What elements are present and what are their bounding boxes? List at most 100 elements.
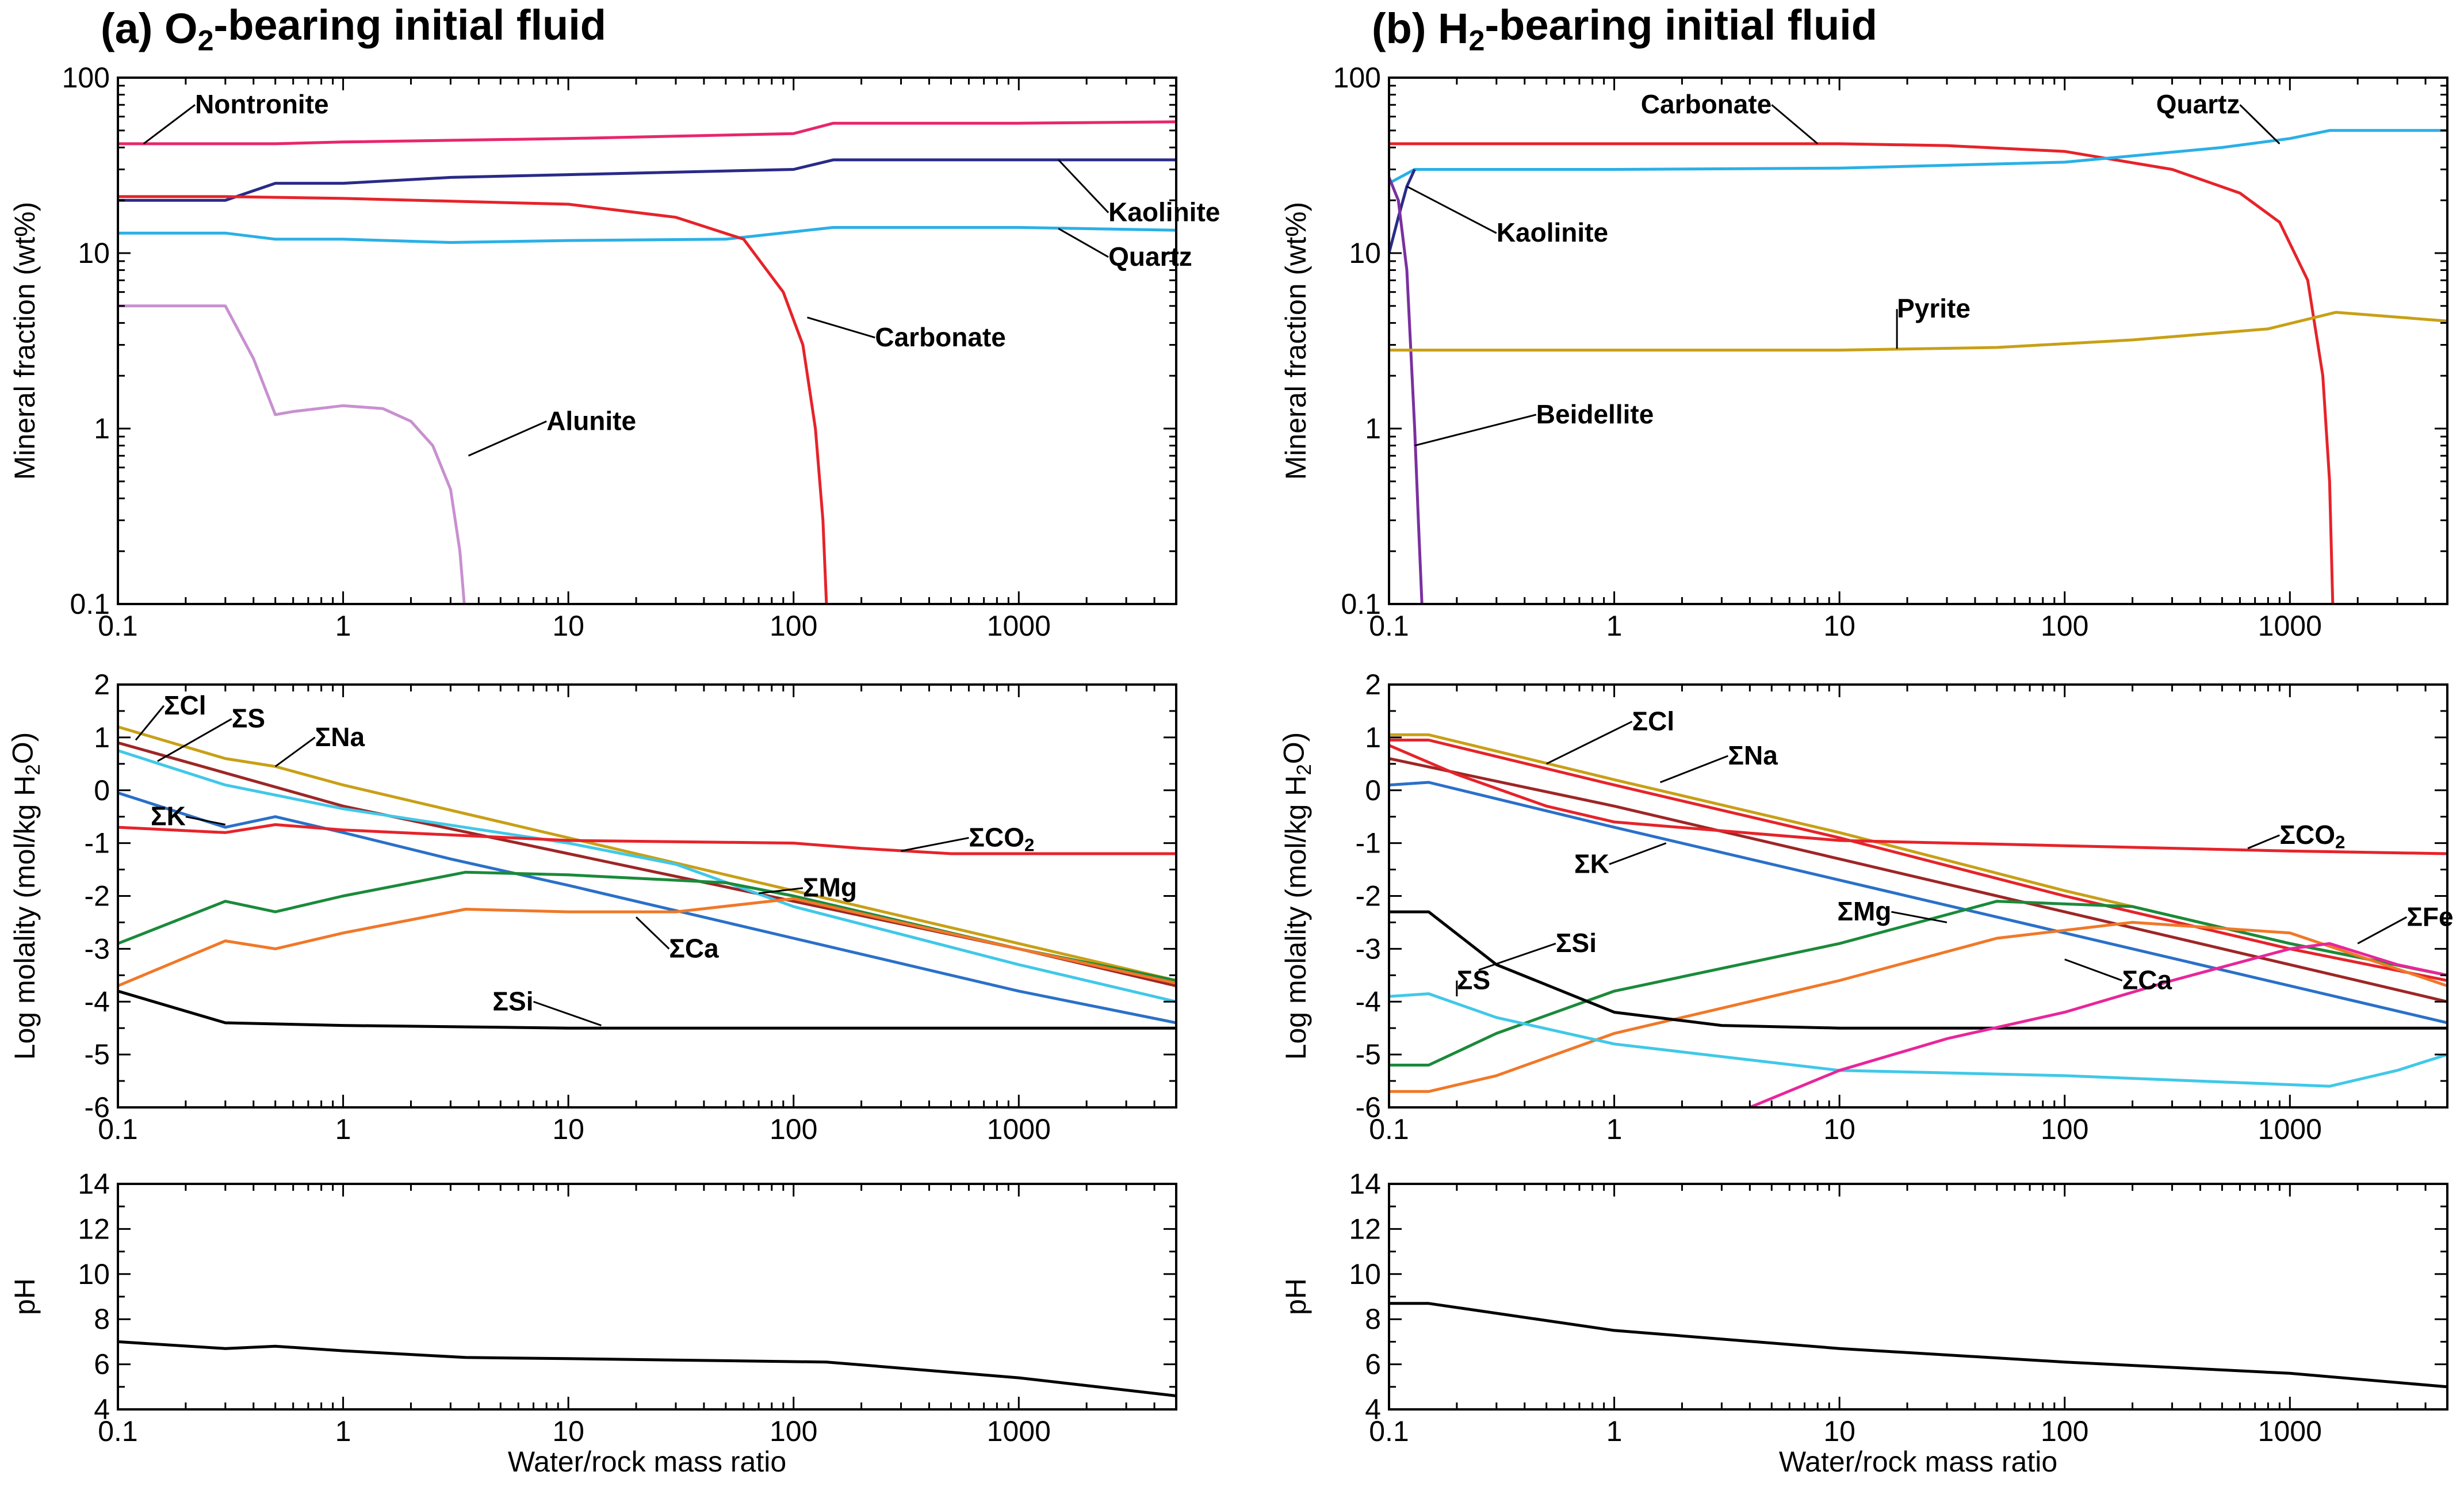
series-line (118, 120, 1176, 146)
x-tick-label: 1000 (2258, 1415, 2322, 1447)
y-tick-label: -4 (85, 985, 110, 1018)
annotation-leader (2247, 834, 2280, 850)
x-tick-label: 1000 (987, 1113, 1051, 1145)
y-tick-label: 1 (1365, 412, 1381, 445)
annotation-label: ΣNa (315, 722, 365, 752)
annotation-leader (185, 816, 226, 825)
y-tick-label: 6 (94, 1348, 110, 1381)
annotation-label: Kaolinite (1108, 197, 1220, 227)
x-tick-label: 10 (1823, 1415, 1855, 1447)
plot-frame (1388, 683, 2448, 1109)
series-line (118, 226, 1176, 244)
annotation-label: ΣFe (2406, 901, 2453, 931)
y-tick-label: 1 (94, 721, 110, 754)
y-tick-label: -6 (85, 1091, 110, 1123)
series-line (1389, 900, 2447, 1067)
annotation-label: ΣSi (1556, 928, 1597, 958)
y-tick-label: -5 (1356, 1038, 1381, 1071)
annotation-leader (807, 316, 875, 339)
series-line (1389, 757, 2447, 1003)
annotation-leader (635, 916, 670, 950)
annotation-label: ΣCO2​ (2279, 820, 2345, 853)
y-tick-label: 100 (1333, 62, 1381, 94)
x-axis-label: Water/rock mass ratio (508, 1446, 786, 1478)
y-tick-label: 8 (1365, 1303, 1381, 1335)
x-tick-label: 100 (2041, 1113, 2088, 1145)
y-tick-label: 10 (1349, 1258, 1381, 1290)
annotation-label: ΣCl (164, 690, 206, 720)
annotation-leader (143, 104, 196, 145)
series-line (118, 1340, 1176, 1397)
y-axis-label: Log molality (mol/kg H2O) (6, 732, 44, 1060)
x-tick-label: 10 (1823, 610, 1855, 642)
series-line (1749, 942, 2447, 1107)
series-line (1389, 733, 2447, 977)
annotation-leader (758, 887, 804, 895)
series-line (1389, 744, 2447, 855)
y-tick-label: -1 (85, 827, 110, 859)
series-line (118, 749, 1176, 1003)
x-tick-label: 1 (335, 1415, 351, 1447)
annotation-label: Quartz (1108, 242, 1192, 272)
y-tick-label: 1 (94, 412, 110, 445)
plot-frame (117, 77, 1177, 605)
annotation-leader (2239, 104, 2281, 144)
y-tick-label: 2 (1365, 668, 1381, 701)
y-tick-label: 0.1 (1341, 588, 1381, 620)
annotation-label: ΣS (1457, 965, 1490, 995)
x-tick-label: 10 (1823, 1113, 1855, 1145)
x-tick-label: 1 (1606, 1113, 1623, 1145)
y-tick-label: -6 (1356, 1091, 1381, 1123)
annotation-leader (1546, 720, 1633, 765)
annotation-label: Carbonate (1641, 89, 1772, 119)
series-line (1389, 129, 2447, 185)
y-axis-label: pH (1280, 1278, 1312, 1315)
annotation-leader (468, 421, 547, 457)
y-tick-label: -2 (1356, 880, 1381, 912)
annotation-leader (1058, 159, 1109, 213)
y-tick-label: 0 (94, 774, 110, 807)
series-line (1389, 910, 2447, 1030)
annotation-label: ΣK (151, 801, 186, 831)
annotation-leader (1771, 104, 1819, 145)
series-line (118, 989, 1176, 1030)
annotation-leader (1609, 842, 1667, 865)
annotation-label: ΣCa (2122, 965, 2172, 995)
series-line (1389, 781, 2447, 1025)
annotation-label: Quartz (2156, 89, 2240, 119)
x-tick-label: 1000 (2258, 1113, 2322, 1145)
x-tick-label: 100 (770, 1113, 817, 1145)
x-tick-label: 100 (2041, 1415, 2088, 1447)
x-tick-label: 0.1 (1369, 610, 1409, 642)
x-tick-label: 1 (1606, 1415, 1623, 1447)
x-tick-label: 100 (2041, 610, 2088, 642)
annotation-leader (901, 836, 969, 852)
y-tick-label: 10 (78, 1258, 110, 1290)
series-line (118, 195, 828, 604)
y-tick-label: 12 (78, 1213, 110, 1245)
annotation-leader (274, 736, 316, 767)
y-tick-label: -1 (1356, 827, 1381, 859)
annotation-label: ΣCa (669, 933, 719, 963)
panel-title: (b) H2​-bearing initial fluid (1372, 1, 1877, 57)
y-tick-label: 12 (1349, 1213, 1381, 1245)
y-tick-label: 4 (1365, 1393, 1381, 1425)
x-tick-label: 0.1 (1369, 1113, 1409, 1145)
panel-title: (a) O2​-bearing initial fluid (101, 1, 606, 57)
annotation-label: Pyrite (1897, 293, 1971, 323)
y-tick-label: -3 (85, 932, 110, 965)
plot-frame (117, 1183, 1177, 1411)
annotation-label: Nontronite (195, 89, 329, 119)
x-axis-label: Water/rock mass ratio (1779, 1446, 2057, 1478)
annotation-leader (1891, 911, 1948, 923)
x-tick-label: 0.1 (98, 1113, 138, 1145)
y-tick-label: 100 (62, 62, 110, 94)
annotation-label: ΣCl (1632, 706, 1675, 736)
panel-a-pH: 0.1 1 10 100 1000 4 6 8 10 12 14 pH Water/rock mass … (9, 1168, 1177, 1478)
annotation-leader (1659, 755, 1728, 784)
annotation-label: ΣS (232, 704, 265, 733)
y-tick-label: -2 (85, 880, 110, 912)
x-tick-label: 10 (552, 1113, 584, 1145)
y-axis-label: Mineral fraction (wt%) (1280, 202, 1312, 480)
